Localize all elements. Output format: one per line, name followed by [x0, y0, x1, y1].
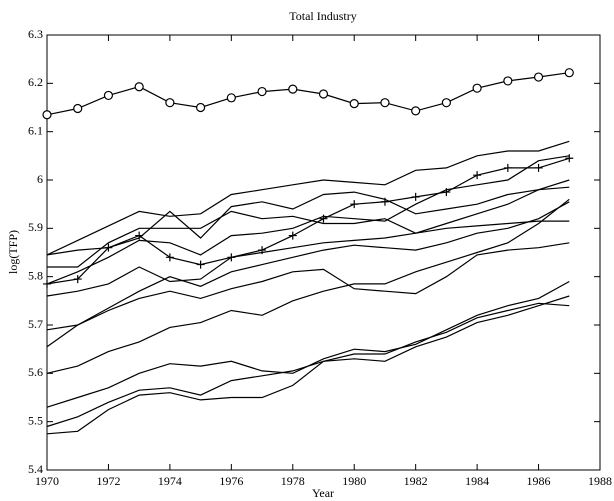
point-marker: [565, 154, 574, 163]
point-marker: [318, 89, 329, 99]
series-line: [46, 72, 570, 116]
point-marker: [73, 275, 82, 284]
x-tick-label: 1988: [588, 474, 612, 488]
series-line: [46, 280, 570, 408]
y-tick-label: 5.7: [28, 317, 43, 331]
y-axis-label: log(TFP): [6, 230, 20, 274]
y-tick-label: 5.9: [28, 220, 43, 234]
chart-title: Total Industry: [289, 9, 356, 23]
point-marker: [103, 90, 114, 101]
y-tick-label: 5.4: [28, 462, 43, 476]
y-tick-label: 5.8: [28, 268, 43, 282]
x-tick-label: 1980: [342, 474, 366, 488]
series-line: [46, 302, 570, 428]
point-marker: [165, 98, 175, 108]
series-line: [46, 201, 570, 348]
point-marker: [165, 253, 174, 262]
point-marker: [226, 93, 236, 103]
point-marker: [503, 163, 512, 172]
point-marker: [503, 76, 513, 86]
point-marker: [73, 103, 83, 114]
x-tick-label: 1970: [35, 474, 59, 488]
x-tick-label: 1982: [404, 474, 428, 488]
series-line: [47, 186, 570, 268]
series-line: [46, 179, 570, 256]
y-tick-label: 6.3: [28, 27, 43, 41]
point-marker: [441, 98, 451, 108]
point-marker: [472, 83, 482, 93]
y-tick-label: 6.1: [28, 123, 43, 137]
point-marker: [473, 171, 482, 180]
series-line: [46, 140, 570, 256]
plot-frame: [46, 34, 601, 471]
point-marker: [564, 68, 574, 78]
series-line: [46, 295, 570, 435]
point-marker: [350, 200, 359, 209]
x-tick-label: 1976: [219, 474, 243, 488]
y-tick-label: 6.2: [28, 75, 43, 89]
series-line: [46, 220, 570, 297]
x-tick-label: 1974: [158, 474, 182, 488]
y-tick-label: 5.6: [28, 365, 43, 379]
x-tick-label: 1978: [281, 474, 305, 488]
series-line: [46, 155, 570, 285]
point-marker: [42, 110, 52, 120]
point-marker: [257, 86, 267, 97]
x-tick-label: 1972: [96, 474, 120, 488]
point-marker: [196, 260, 205, 269]
x-axis-label: Year: [312, 486, 334, 500]
point-marker: [288, 231, 297, 240]
point-marker: [43, 279, 51, 288]
point-marker: [196, 102, 206, 113]
x-tick-label: 1986: [527, 474, 551, 488]
series-line: [46, 157, 570, 285]
series-line: [46, 242, 570, 331]
point-marker: [134, 82, 144, 92]
series-line: [46, 198, 570, 374]
point-marker: [288, 84, 298, 94]
point-marker: [380, 98, 390, 108]
x-tick-label: 1984: [465, 474, 489, 488]
y-tick-label: 6: [37, 172, 43, 186]
point-marker: [349, 99, 359, 109]
point-marker: [534, 163, 543, 172]
point-marker: [411, 192, 420, 201]
point-marker: [533, 72, 544, 82]
point-marker: [411, 106, 421, 116]
y-tick-label: 5.5: [28, 413, 43, 427]
